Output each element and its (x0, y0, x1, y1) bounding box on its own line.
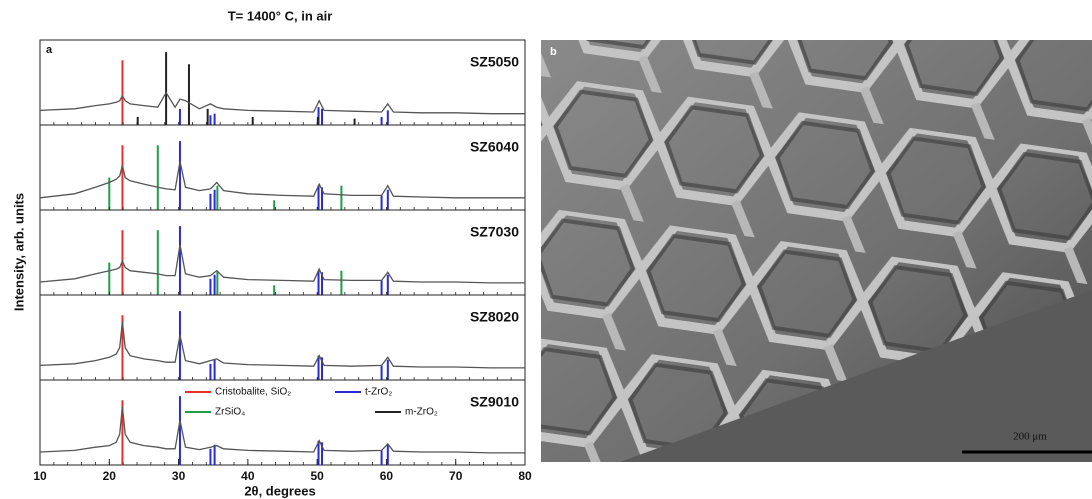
xrd-pattern (39, 321, 525, 369)
xrd-pattern (39, 406, 525, 454)
sample-label: SZ5050 (470, 54, 519, 70)
x-tick-label: 40 (241, 469, 255, 483)
x-tick-label: 30 (172, 469, 186, 483)
sample-label: SZ7030 (470, 224, 519, 240)
sem-substrate (620, 290, 1092, 462)
x-tick-label: 80 (518, 469, 532, 483)
x-tick-label: 10 (33, 469, 47, 483)
x-tick-label: 20 (103, 469, 117, 483)
sem-image: 200 μm b (541, 40, 1092, 462)
chart-title: T= 1400° C, in air (228, 8, 333, 23)
x-tick-label: 50 (310, 469, 324, 483)
sample-label: SZ9010 (470, 394, 519, 410)
xrd-pattern (39, 91, 525, 115)
sample-label: SZ8020 (470, 309, 519, 325)
xrd-pattern (39, 244, 525, 284)
legend-label: m-ZrO₂ (405, 407, 438, 418)
panel-letter: a (46, 44, 53, 56)
sample-label: SZ6040 (470, 139, 519, 155)
x-tick-label: 60 (380, 469, 394, 483)
x-axis-label: 2θ, degrees (244, 483, 315, 498)
x-tick-label: 70 (449, 469, 463, 483)
legend-label: t-ZrO₂ (365, 387, 392, 398)
scale-bar-label: 200 μm (1013, 431, 1047, 443)
panel-frame (39, 379, 526, 466)
y-axis-label: Intensity, arb. units (11, 193, 26, 311)
panel-letter: b (550, 46, 557, 58)
xrd-pattern (39, 161, 525, 199)
legend-label: Cristobalite, SiO₂ (215, 387, 291, 398)
legend-label: ZrSiO₄ (215, 407, 245, 418)
